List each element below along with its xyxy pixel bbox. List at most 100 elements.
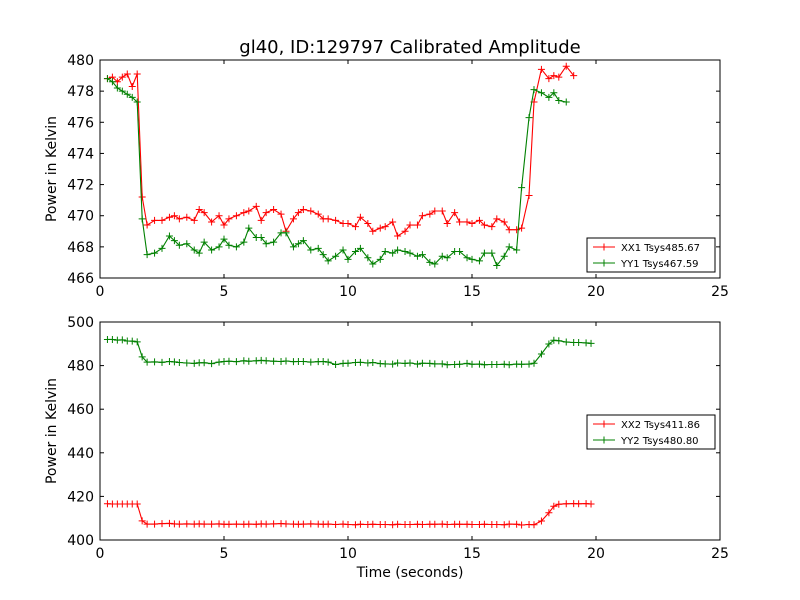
data-point xyxy=(537,517,545,525)
data-point xyxy=(537,350,545,358)
data-point xyxy=(475,360,483,368)
legend-marker xyxy=(600,243,608,251)
y-tick-label: 460 xyxy=(67,402,94,418)
data-point xyxy=(356,358,364,366)
x-tick-label: 25 xyxy=(711,284,729,300)
data-point xyxy=(364,220,372,227)
data-point xyxy=(175,215,183,223)
data-point xyxy=(413,360,421,368)
data-point xyxy=(307,358,315,366)
data-point xyxy=(468,255,476,263)
data-point xyxy=(289,215,297,223)
x-tick-label: 5 xyxy=(220,546,229,562)
data-point xyxy=(299,520,307,528)
data-point xyxy=(314,244,322,252)
data-point xyxy=(270,520,278,528)
data-point xyxy=(158,216,166,224)
x-tick-label: 20 xyxy=(587,546,605,562)
data-point xyxy=(183,240,191,248)
legend: XX2 Tsys411.86 YY2 Tsys480.80 xyxy=(586,414,716,450)
data-point xyxy=(418,521,426,529)
data-point xyxy=(525,360,533,368)
data-point xyxy=(406,221,414,229)
data-point xyxy=(426,210,434,218)
data-point xyxy=(505,243,513,251)
y-tick-label: 470 xyxy=(67,209,94,225)
data-point xyxy=(151,358,159,366)
data-point xyxy=(570,72,578,80)
xlabel-bottom: Time (seconds) xyxy=(356,565,464,581)
data-point xyxy=(158,520,166,528)
data-point xyxy=(537,89,545,97)
data-point xyxy=(550,72,558,80)
data-point xyxy=(245,520,253,528)
data-point xyxy=(118,336,126,344)
x-tick-label: 5 xyxy=(220,284,229,300)
legend-label: YY2 Tsys480.80 xyxy=(620,436,699,447)
data-point xyxy=(500,218,508,226)
data-point xyxy=(232,358,240,366)
data-point xyxy=(500,252,508,260)
data-point xyxy=(369,260,377,268)
data-point xyxy=(225,241,233,249)
data-point xyxy=(262,209,270,217)
data-point xyxy=(545,340,553,348)
data-point xyxy=(307,520,315,528)
x-tick-label: 10 xyxy=(339,546,357,562)
data-point xyxy=(480,520,488,528)
data-point xyxy=(555,96,563,104)
data-point xyxy=(438,252,446,260)
data-point xyxy=(480,249,488,257)
data-point xyxy=(165,232,173,240)
data-point xyxy=(369,359,377,367)
data-point xyxy=(537,65,545,73)
data-point xyxy=(225,215,233,223)
data-point xyxy=(555,337,563,345)
data-point xyxy=(332,521,340,529)
data-point xyxy=(381,360,389,368)
data-point xyxy=(208,246,216,254)
data-point xyxy=(518,184,526,192)
data-point xyxy=(505,361,513,369)
data-point xyxy=(475,216,483,224)
data-point xyxy=(381,223,389,231)
data-point xyxy=(175,359,183,367)
data-point xyxy=(200,238,208,246)
data-point xyxy=(158,244,166,252)
data-point xyxy=(332,216,340,224)
data-point xyxy=(493,215,501,223)
data-point xyxy=(245,207,253,215)
data-point xyxy=(344,521,352,529)
data-point xyxy=(356,213,364,221)
data-point xyxy=(475,257,483,265)
data-point xyxy=(215,243,223,251)
data-point xyxy=(463,254,471,262)
data-point xyxy=(562,98,570,106)
data-point xyxy=(319,251,327,259)
data-point xyxy=(208,360,216,368)
data-point xyxy=(118,73,126,81)
data-point xyxy=(170,212,178,220)
data-point xyxy=(443,521,451,529)
data-point xyxy=(170,358,178,366)
data-point xyxy=(344,220,352,227)
data-point xyxy=(103,75,111,83)
data-point xyxy=(133,70,141,78)
data-point xyxy=(451,209,459,217)
data-point xyxy=(170,237,178,245)
data-point xyxy=(443,361,451,369)
ylabel-top: Power in Kelvin xyxy=(44,116,60,222)
data-point xyxy=(426,258,434,266)
y-tick-label: 480 xyxy=(67,53,94,69)
data-point xyxy=(555,73,563,81)
data-point xyxy=(108,78,116,86)
legend: XX1 Tsys485.67 YY1 Tsys467.59 xyxy=(586,237,716,273)
data-point xyxy=(299,205,307,213)
data-point xyxy=(518,360,526,368)
data-point xyxy=(138,353,146,361)
data-point xyxy=(525,191,533,199)
data-point xyxy=(307,207,315,215)
y-tick-label: 468 xyxy=(67,240,94,256)
data-point xyxy=(245,224,253,232)
series-line xyxy=(107,78,567,267)
